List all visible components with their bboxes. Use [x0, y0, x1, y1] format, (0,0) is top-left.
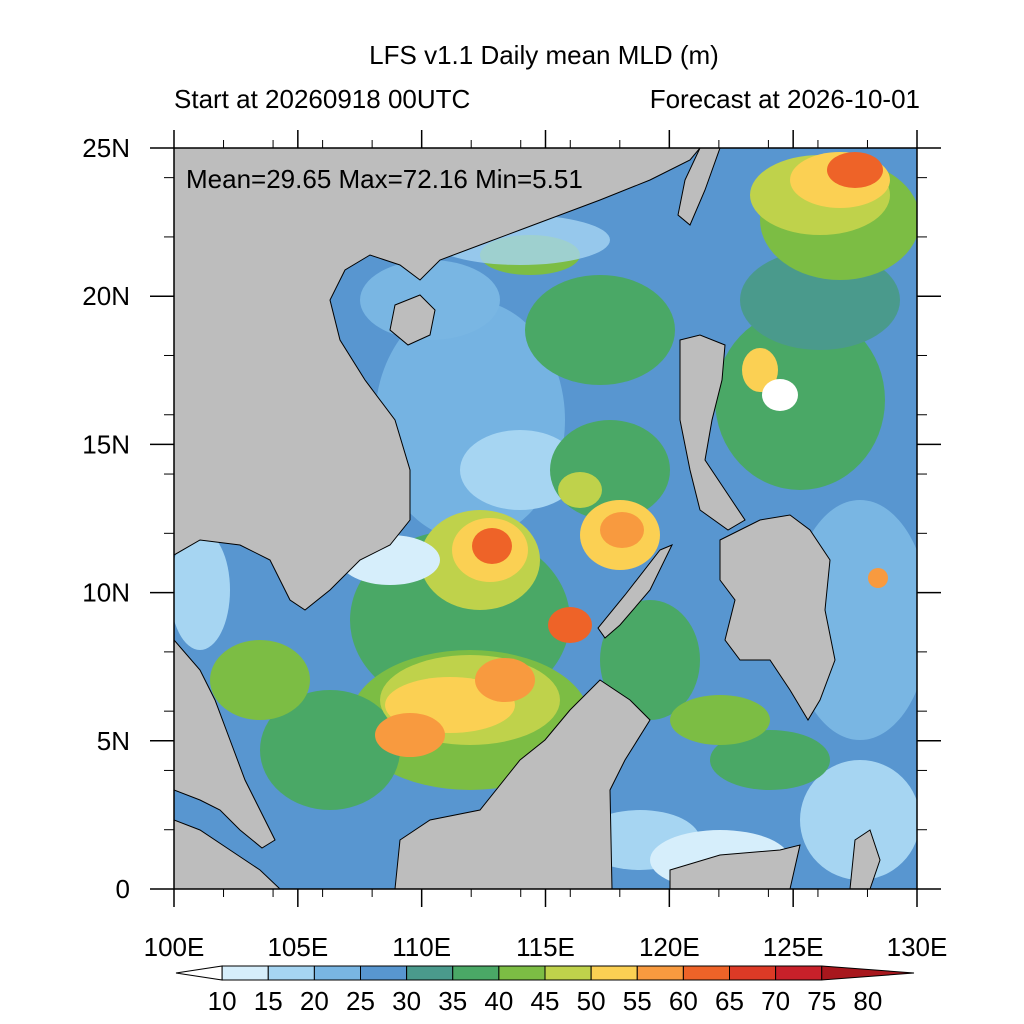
lon-tick-label: 110E: [392, 932, 451, 962]
colorbar-swatch-high: [821, 965, 915, 981]
colorbar-label: 10: [208, 986, 237, 1016]
colorbar-label: 15: [254, 986, 283, 1016]
colorbar-label: 75: [807, 986, 836, 1016]
lon-tick-label: 130E: [887, 932, 948, 962]
colorbar-label: 40: [484, 986, 513, 1016]
lon-tick-label: 120E: [639, 932, 700, 962]
colorbar-label: 30: [392, 986, 421, 1016]
land-masses: [174, 148, 881, 889]
colorbar-label: 65: [715, 986, 744, 1016]
colorbar-label: 70: [761, 986, 790, 1016]
colorbar-label: 50: [577, 986, 606, 1016]
forecast-date-label: Forecast at 2026-10-01: [650, 84, 920, 114]
colorbar-swatch: [313, 965, 361, 981]
colorbar-swatch: [590, 965, 638, 981]
colorbar-swatch: [267, 965, 315, 981]
colorbar-swatch: [729, 965, 777, 981]
colorbar-label: 60: [669, 986, 698, 1016]
colorbar-swatch: [636, 965, 684, 981]
lon-axis: 100E 105E 110E 115E 120E 125E 130E: [144, 130, 948, 962]
colorbar-swatch: [360, 965, 408, 981]
lat-tick-label: 25N: [82, 133, 130, 163]
colorbar-swatch: [498, 965, 546, 981]
colorbar-label: 20: [300, 986, 329, 1016]
lat-tick-label: 20N: [82, 281, 130, 311]
colorbar-swatch: [682, 965, 730, 981]
colorbar-swatch: [452, 965, 500, 981]
lat-tick-label: 0: [116, 874, 130, 904]
lon-tick-label: 100E: [144, 932, 205, 962]
lon-tick-label: 105E: [267, 932, 328, 962]
map-title: LFS v1.1 Daily mean MLD (m): [369, 40, 719, 70]
colorbar-label: 45: [531, 986, 560, 1016]
mld-field: [174, 148, 917, 889]
lat-tick-label: 10N: [82, 578, 130, 608]
lat-tick-label: 15N: [82, 429, 130, 459]
colorbar-swatch: [406, 965, 454, 981]
colorbar: 10 15 20 25 30 35 40 45 50 55 60 65 70 75 80: [175, 965, 915, 1016]
lat-tick-label: 5N: [97, 726, 130, 756]
colorbar-swatch: [544, 965, 592, 981]
start-time-label: Start at 20260918 00UTC: [174, 84, 470, 114]
colorbar-label: 35: [438, 986, 467, 1016]
colorbar-swatch: [775, 965, 823, 981]
colorbar-label: 25: [346, 986, 375, 1016]
colorbar-swatch-low: [175, 965, 223, 981]
lon-tick-label: 115E: [516, 932, 575, 962]
colorbar-label: 55: [623, 986, 652, 1016]
colorbar-label: 80: [853, 986, 882, 1016]
lat-axis: 0 5N 10N 15N 20N 25N: [82, 133, 941, 904]
colorbar-swatch: [221, 965, 269, 981]
stats-annotation: Mean=29.65 Max=72.16 Min=5.51: [186, 164, 583, 194]
lon-tick-label: 125E: [763, 932, 824, 962]
